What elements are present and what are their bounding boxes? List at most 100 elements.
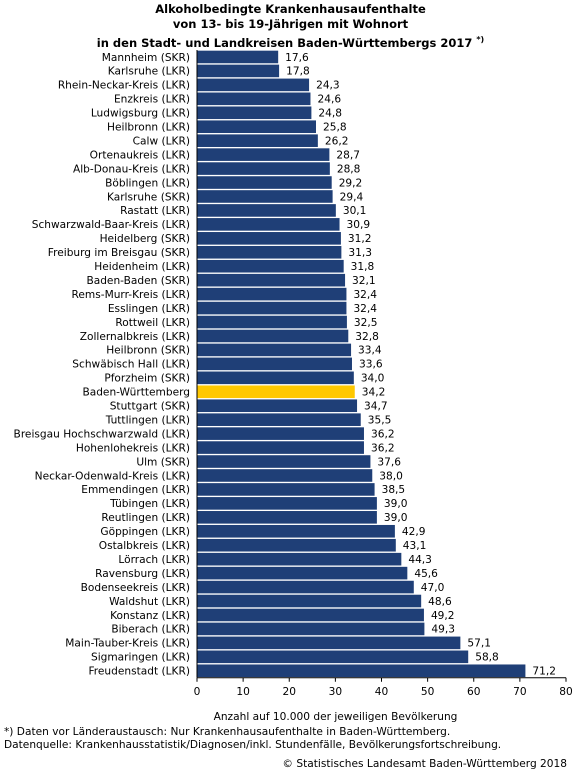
bar [197,524,395,538]
x-tick-label: 20 [283,686,297,698]
bar [197,608,424,622]
category-label: Baden-Württemberg [82,387,190,399]
bar [197,64,280,78]
category-label: Ravensburg (LKR) [95,568,190,580]
bar [197,413,361,426]
value-label: 33,6 [359,359,383,371]
category-label: Ostalbkreis (LKR) [99,540,190,552]
value-label: 24,3 [316,80,340,92]
value-label: 26,2 [325,135,349,147]
bar [197,650,469,664]
x-tick-label: 30 [329,686,343,698]
x-tick-label: 50 [421,686,435,698]
value-label: 57,1 [467,638,491,650]
bar [197,343,352,357]
value-label: 39,0 [384,498,408,510]
bar [197,664,526,678]
category-label: Ulm (SKR) [136,456,190,468]
value-label: 71,2 [532,666,556,678]
category-label: Schwarzwald-Baar-Kreis (LKR) [32,219,190,231]
chart-title-line-3: in den Stadt- und Landkreisen Baden-Würt… [0,32,581,51]
chart-title-note: *) [476,35,485,44]
category-label: Heidelberg (SKR) [100,233,190,245]
category-label: Tuttlingen (LKR) [105,414,190,426]
value-label: 45,6 [414,568,438,580]
value-label: 31,2 [348,233,372,245]
chart-title-line-2: von 13- bis 19-Jährigen mit Wohnort [172,17,409,31]
chart-title-line-1: Alkoholbedingte Krankenhausaufenthalte [155,2,426,16]
x-tick-label: 80 [559,686,573,698]
category-label: Stuttgart (SKR) [110,401,190,413]
bar [197,245,342,259]
bar [197,259,344,273]
value-label: 34,2 [362,387,386,399]
value-label: 38,5 [382,484,406,496]
value-label: 34,7 [364,401,388,413]
chart-title-line-3-text: in den Stadt- und Landkreisen Baden-Würt… [96,35,473,50]
category-label: Main-Tauber-Kreis (LKR) [65,638,190,650]
category-label: Reutlingen (LKR) [101,512,190,524]
bar [197,134,318,147]
bar [197,566,408,580]
value-label: 58,8 [475,652,499,664]
bar [197,106,312,120]
category-label: Bodenseekreis (LKR) [81,582,190,594]
value-label: 48,6 [428,596,452,608]
value-label: 24,8 [318,108,342,120]
value-label: 24,6 [317,94,341,106]
bar [197,622,425,636]
value-label: 17,8 [286,66,310,78]
bar [197,50,279,64]
value-label: 32,1 [352,275,376,287]
x-tick-label: 10 [236,686,250,698]
footnote-data-note: *) Daten vor Länderaustausch: Nur Kranke… [4,726,451,738]
bar [197,287,347,301]
category-label: Rastatt (LKR) [120,205,190,217]
category-label: Waldshut (LKR) [109,596,190,608]
value-label: 17,6 [285,52,309,64]
x-tick-label: 0 [194,686,201,698]
bar [197,301,347,315]
bar [197,497,377,510]
bar [197,204,336,217]
category-label: Freudenstadt (LKR) [88,666,190,678]
category-label: Rems-Murr-Kreis (LKR) [72,289,190,301]
category-label: Ludwigsburg (LKR) [91,108,190,120]
bar [197,636,461,650]
category-label: Karlsruhe (SKR) [107,191,190,203]
value-label: 25,8 [323,122,347,134]
category-label: Heilbronn (SKR) [106,345,190,357]
bar [197,511,377,524]
category-label: Schwäbisch Hall (LKR) [72,359,190,371]
value-label: 29,4 [340,191,364,203]
category-label: Alb-Donau-Kreis (LKR) [73,163,190,175]
bar [197,371,354,385]
category-label: Göppingen (LKR) [100,526,190,538]
bar [197,92,311,106]
x-axis-label: Anzahl auf 10.000 der jeweiligen Bevölke… [214,711,458,723]
category-label: Karlsruhe (LKR) [108,66,190,78]
bar [197,552,402,566]
bar [197,329,349,343]
category-label: Baden-Baden (SKR) [86,275,190,287]
bar [197,385,355,399]
category-label: Esslingen (LKR) [108,303,190,315]
value-label: 32,4 [353,303,377,315]
value-label: 38,0 [379,470,403,482]
value-label: 47,0 [421,582,445,594]
value-label: 42,9 [402,526,426,538]
bar [197,594,422,608]
value-label: 49,2 [431,610,455,622]
value-label: 44,3 [408,554,432,566]
category-label: Böblingen (LKR) [105,177,190,189]
category-label: Hohenlohekreis (LKR) [76,442,190,454]
category-label: Pforzheim (SKR) [104,373,190,385]
x-tick-label: 60 [467,686,481,698]
bar [197,162,330,175]
value-label: 30,1 [343,205,367,217]
x-tick-label: 70 [513,686,527,698]
bar [197,78,310,92]
value-label: 36,2 [371,442,395,454]
bar [197,190,333,203]
bar [197,357,352,371]
